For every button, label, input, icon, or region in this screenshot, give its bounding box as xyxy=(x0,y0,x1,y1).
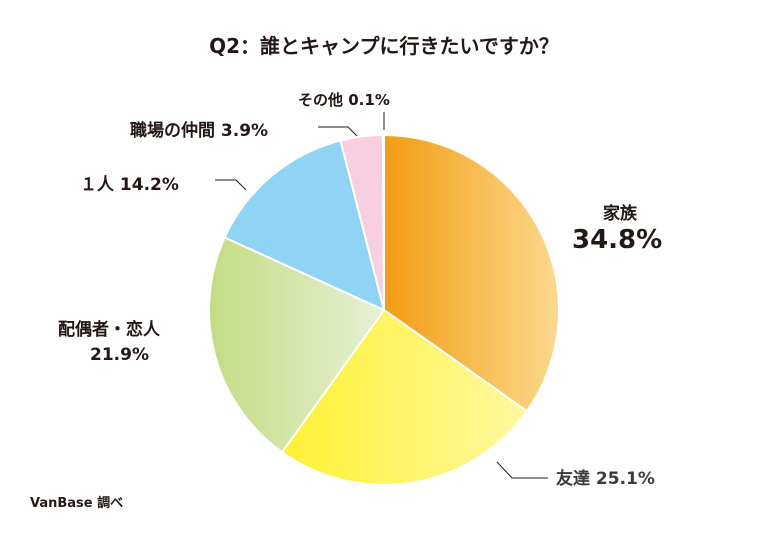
value-other: 0.1% xyxy=(348,91,390,109)
value-alone: 14.2% xyxy=(119,175,179,195)
pie-slice-3 xyxy=(223,139,386,312)
leader-line-coworkers xyxy=(318,126,358,137)
label-alone-name: １人 xyxy=(80,175,114,195)
label-coworkers-name: 職場の仲間 xyxy=(130,121,215,141)
label-alone: １人 14.2% xyxy=(80,170,179,195)
label-friends: 友達 25.1% xyxy=(556,464,655,489)
source-note: VanBase 調べ xyxy=(30,496,124,511)
label-partner: 配偶者・恋人 xyxy=(58,320,160,340)
chart-title: Q2：誰とキャンプに行きたいですか？ xyxy=(209,34,559,58)
label-friends-name: 友達 xyxy=(556,469,590,489)
label-other-name: その他 xyxy=(298,91,344,109)
pie-slice-0 xyxy=(383,133,560,413)
value-family: 34.8% xyxy=(572,225,663,255)
pie-slice-1 xyxy=(280,308,529,486)
leader-line-friends xyxy=(496,461,548,479)
leader-line-alone xyxy=(215,179,247,191)
value-partner: 21.9% xyxy=(90,345,149,365)
label-coworkers: 職場の仲間 3.9% xyxy=(130,116,268,141)
label-family: 家族 xyxy=(603,204,637,224)
value-friends: 25.1% xyxy=(595,469,655,489)
value-coworkers: 3.9% xyxy=(220,121,269,141)
pie-slice-5 xyxy=(381,133,385,311)
label-other: その他 0.1% xyxy=(298,89,390,110)
leader-lines xyxy=(215,112,548,479)
